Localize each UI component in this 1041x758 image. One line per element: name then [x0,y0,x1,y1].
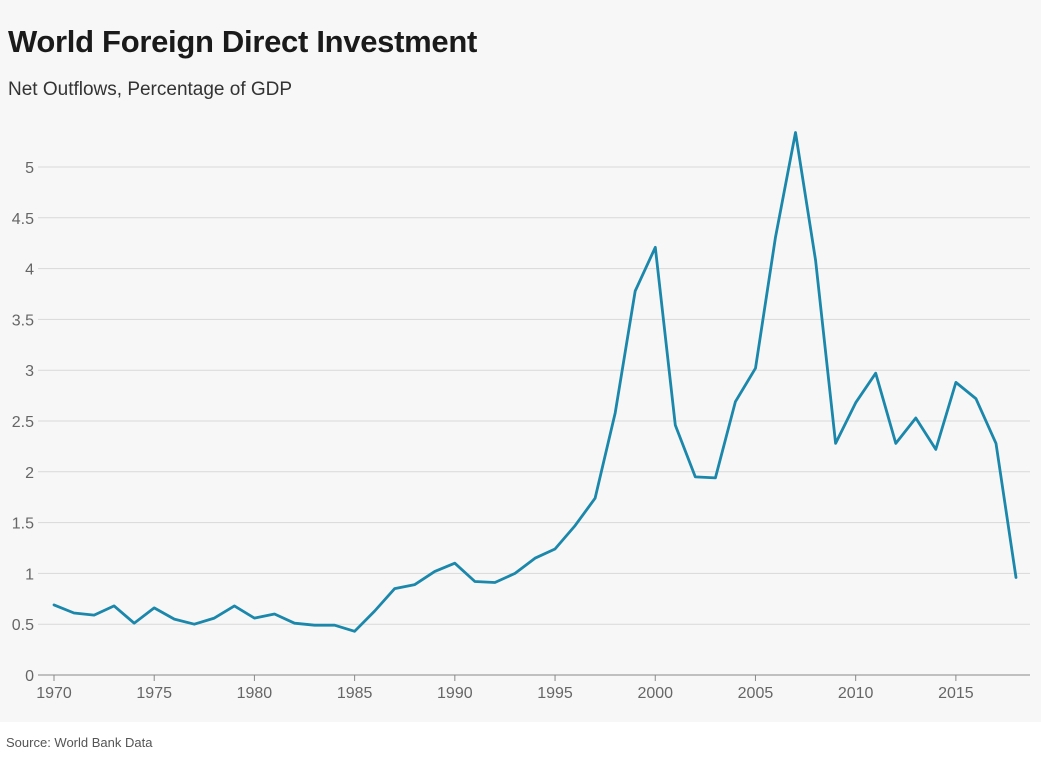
y-tick-label: 3.5 [12,312,34,329]
y-tick-label: 1.5 [12,516,34,533]
line-chart: 0 0.5 1 1.5 2 2.5 3 3.5 4 4.5 5 1970 1975 1980 1985 199… [12,131,1030,702]
x-tick-label: 2015 [938,685,974,702]
chart-subtitle: Net Outflows, Percentage of GDP [8,79,293,100]
chart-panel: World Foreign Direct Investment Net Outf… [8,24,1030,702]
x-tick-label: 1975 [136,685,172,702]
series-layer [52,131,1018,633]
x-tick-label: 2000 [637,685,673,702]
x-tick-label: 2010 [838,685,874,702]
y-tick-label: 0.5 [12,617,34,634]
grid-layer [38,166,1030,625]
source-note: Source: World Bank Data [6,735,153,750]
y-tick-label: 0 [25,668,34,685]
y-tick-label: 2.5 [12,414,34,431]
x-tick-label: 2005 [738,685,774,702]
y-tick-label: 1 [25,566,34,583]
x-tick-label: 1970 [36,685,72,702]
y-tick-label: 3 [25,363,34,380]
chart-title: World Foreign Direct Investment [8,24,477,59]
y-tick-label: 5 [25,160,34,177]
x-tick-label: 1995 [537,685,573,702]
x-tick-label: 1980 [237,685,273,702]
axis-layer: 0 0.5 1 1.5 2 2.5 3 3.5 4 4.5 5 1970 1975 1980 1985 199… [12,160,1030,702]
series-line [52,131,1018,633]
y-tick-label: 4 [25,262,34,279]
x-tick-label: 1990 [437,685,473,702]
y-tick-label: 2 [25,465,34,482]
y-tick-label: 4.5 [12,211,34,228]
x-tick-label: 1985 [337,685,373,702]
